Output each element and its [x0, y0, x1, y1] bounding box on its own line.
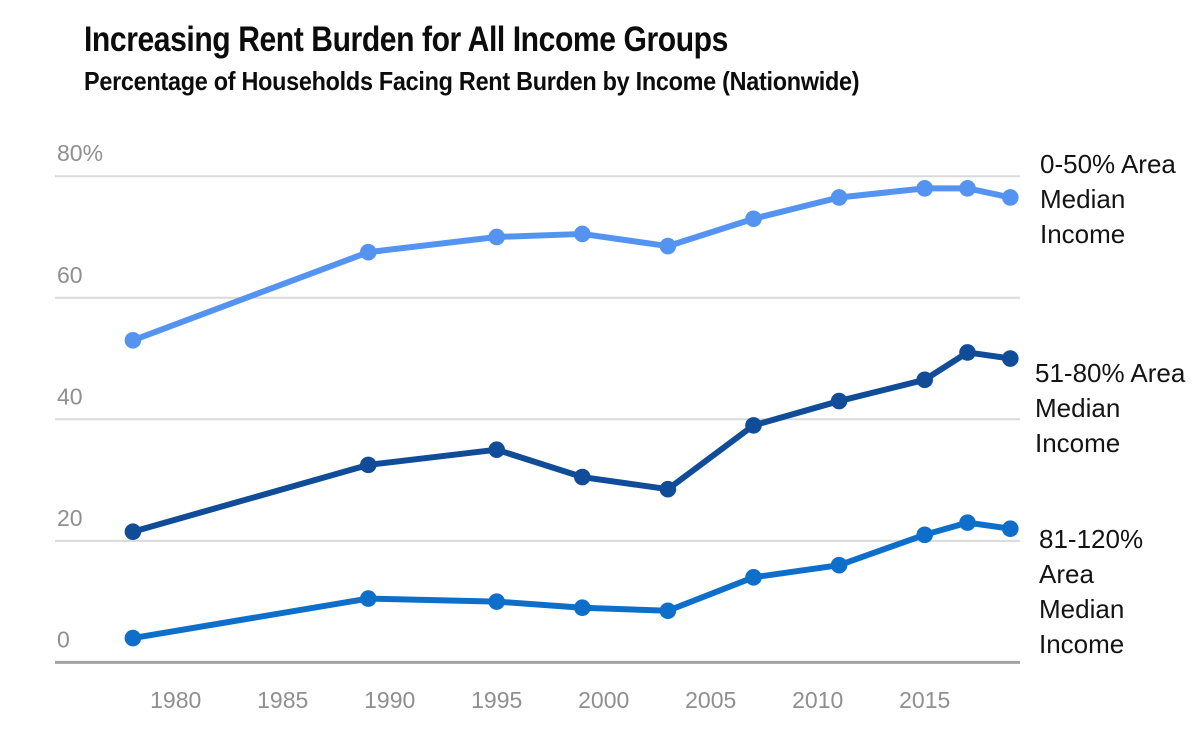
series-label-line: Income [1039, 629, 1125, 659]
data-point [959, 514, 976, 531]
data-point [745, 417, 762, 434]
data-point [488, 228, 506, 246]
data-point [488, 441, 506, 458]
series-label-0-50-area-median-income: 0-50% Area Median Income [1040, 147, 1176, 252]
data-point [574, 225, 591, 243]
series-label-line: Median [1039, 594, 1125, 624]
data-point [1002, 520, 1019, 537]
y-axis-tick-label: 60 [57, 262, 83, 288]
series-label-line: 0-50% Area [1040, 149, 1176, 179]
data-point [124, 523, 142, 541]
data-point [1002, 350, 1019, 367]
data-point [360, 590, 377, 607]
data-point [659, 480, 677, 498]
data-point [745, 569, 762, 586]
series-label-line: Income [1040, 219, 1126, 249]
data-point [574, 468, 591, 486]
x-axis-tick-label: 1990 [364, 687, 415, 713]
x-axis-tick-label: 1980 [150, 687, 201, 713]
chart-subtitle: Percentage of Households Facing Rent Bur… [84, 66, 860, 96]
x-axis-tick-label: 2015 [899, 687, 950, 713]
x-axis-tick-label: 2010 [792, 687, 843, 713]
data-point [360, 456, 377, 474]
line-0-50-area-median-income [129, 185, 1014, 344]
data-point [124, 629, 142, 647]
data-point [830, 189, 848, 206]
y-axis-tick-label: 20 [57, 505, 83, 531]
data-point [659, 602, 677, 620]
data-point [959, 180, 976, 197]
series-label-line: Area [1039, 559, 1094, 589]
series-0-50-area-median-income [124, 180, 1019, 349]
y-axis-tick-label: 80% [57, 140, 103, 166]
line-51-80-area-median-income [129, 349, 1014, 535]
series-label-line: Income [1035, 428, 1121, 458]
x-axis-tick-label: 1995 [471, 687, 522, 713]
data-point [124, 331, 142, 349]
data-point [916, 371, 933, 389]
data-point [360, 243, 377, 261]
series-51-80-area-median-income [124, 344, 1019, 541]
x-axis-tick-label: 1985 [257, 687, 308, 713]
data-point [745, 210, 762, 228]
series-label-line: 81-120% [1039, 524, 1144, 554]
y-axis-tick-label: 0 [57, 626, 70, 652]
data-point [959, 344, 976, 361]
series-label-81-120-area-median-income: 81-120% Area Median Income [1039, 522, 1143, 662]
series-label-line: Median [1040, 184, 1126, 214]
x-axis-tick-label: 2005 [685, 687, 736, 713]
y-axis-labels-group: 0 20 40 60 80% [57, 140, 103, 652]
data-point [916, 180, 933, 197]
y-axis-tick-label: 40 [57, 383, 83, 409]
series-label-line: 51-80% Area [1035, 358, 1186, 388]
x-axis-labels-group: 1980 1985 1990 1995 2000 2005 2010 2015 [150, 687, 950, 713]
data-point [488, 593, 506, 610]
series-81-120-area-median-income [124, 514, 1019, 647]
chart-title: Increasing Rent Burden for All Income Gr… [84, 20, 728, 59]
series-group [124, 180, 1019, 647]
x-axis-tick-label: 2000 [578, 687, 629, 713]
data-point [830, 556, 848, 574]
data-point [659, 237, 677, 255]
data-point [574, 599, 591, 617]
data-point [916, 526, 933, 544]
gridlines-group [55, 175, 1020, 664]
series-label-line: Median [1035, 393, 1121, 423]
data-point [830, 392, 848, 410]
series-label-51-80-area-median-income: 51-80% Area Median Income [1035, 356, 1185, 461]
data-point [1002, 189, 1019, 206]
line-81-120-area-median-income [129, 519, 1014, 642]
